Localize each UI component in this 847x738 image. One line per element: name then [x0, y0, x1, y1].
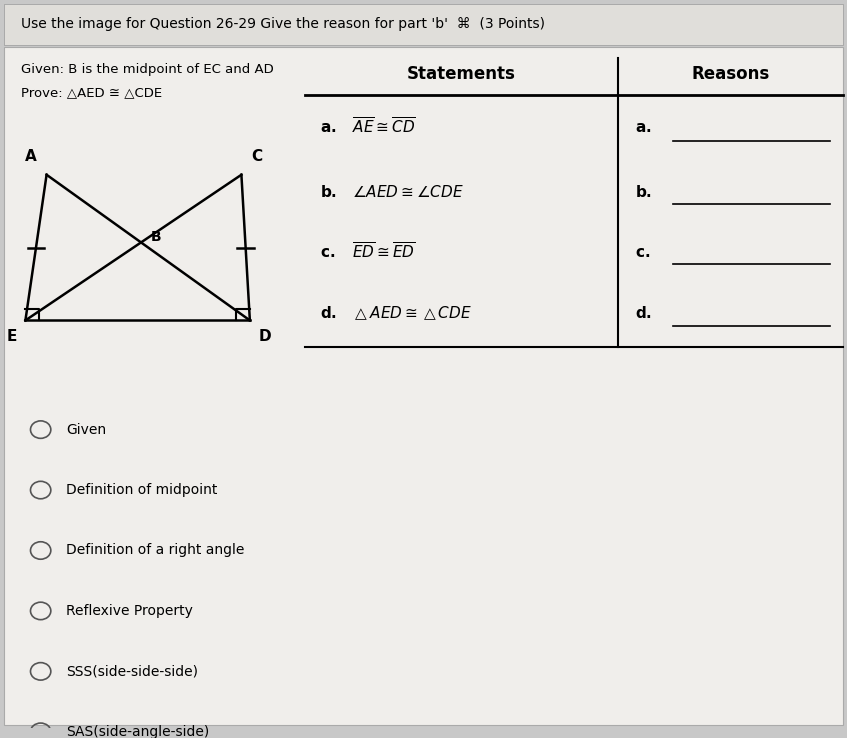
- Text: $\triangle AED \cong \triangle CDE$: $\triangle AED \cong \triangle CDE$: [352, 305, 472, 322]
- Text: $\angle AED \cong \angle CDE$: $\angle AED \cong \angle CDE$: [352, 184, 463, 200]
- Text: Use the image for Question 26-29 Give the reason for part 'b'  ⌘  (3 Points): Use the image for Question 26-29 Give th…: [21, 17, 545, 31]
- Text: Given: B is the midpoint of EC and AD: Given: B is the midpoint of EC and AD: [21, 63, 274, 76]
- Text: D: D: [258, 329, 271, 344]
- Text: Given: Given: [66, 423, 106, 437]
- Text: Reasons: Reasons: [691, 65, 770, 83]
- Text: Prove: △AED ≅ △CDE: Prove: △AED ≅ △CDE: [21, 86, 163, 100]
- Text: SAS(side-angle-side): SAS(side-angle-side): [66, 725, 209, 738]
- Text: $\mathbf{c.}$: $\mathbf{c.}$: [320, 245, 335, 260]
- Text: $\overline{AE} \cong \overline{CD}$: $\overline{AE} \cong \overline{CD}$: [352, 117, 416, 137]
- Text: $\overline{ED} \cong \overline{ED}$: $\overline{ED} \cong \overline{ED}$: [352, 242, 415, 262]
- Text: A: A: [25, 149, 36, 164]
- Text: B: B: [152, 230, 162, 244]
- FancyBboxPatch shape: [4, 47, 843, 725]
- Text: Reflexive Property: Reflexive Property: [66, 604, 193, 618]
- Text: E: E: [7, 329, 17, 344]
- Text: Definition of midpoint: Definition of midpoint: [66, 483, 218, 497]
- Text: $\mathbf{b.}$: $\mathbf{b.}$: [635, 184, 652, 200]
- Text: $\mathbf{b.}$: $\mathbf{b.}$: [320, 184, 337, 200]
- FancyBboxPatch shape: [4, 4, 843, 45]
- Text: $\mathbf{a.}$: $\mathbf{a.}$: [635, 120, 651, 134]
- Text: SSS(side-side-side): SSS(side-side-side): [66, 664, 198, 678]
- Text: $\mathbf{c.}$: $\mathbf{c.}$: [635, 245, 650, 260]
- Text: $\mathbf{a.}$: $\mathbf{a.}$: [320, 120, 336, 134]
- Text: C: C: [252, 149, 263, 164]
- Text: Statements: Statements: [407, 65, 516, 83]
- Text: $\mathbf{d.}$: $\mathbf{d.}$: [635, 306, 652, 321]
- Text: $\mathbf{d.}$: $\mathbf{d.}$: [320, 306, 337, 321]
- Text: Definition of a right angle: Definition of a right angle: [66, 543, 245, 557]
